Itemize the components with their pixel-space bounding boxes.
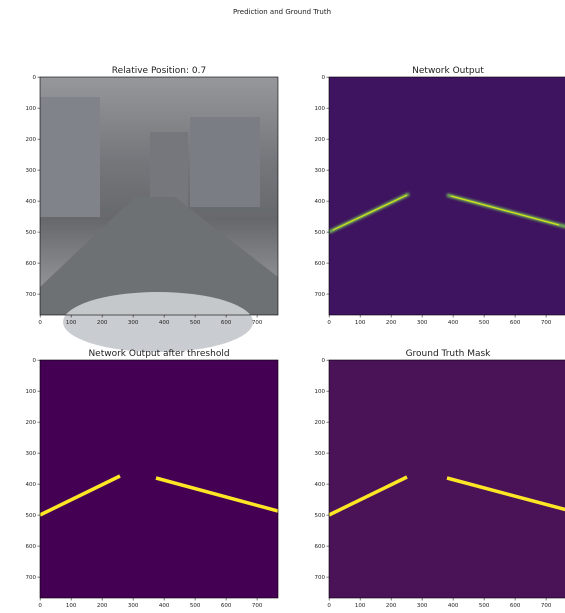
- y-tick-label: 600: [315, 544, 326, 550]
- y-tick-label: 200: [26, 420, 37, 426]
- y-tick-label: 100: [315, 106, 326, 112]
- y-tick-label: 300: [315, 168, 326, 174]
- x-tick-label: 500: [479, 320, 490, 326]
- x-tick-label: 700: [252, 320, 263, 326]
- x-tick-label: 400: [159, 320, 170, 326]
- x-tick-label: 600: [510, 603, 521, 609]
- panel: Network Output 0 100 200 300 400 500 600 700 0 100…: [315, 66, 565, 326]
- x-tick-label: 400: [448, 603, 459, 609]
- y-tick-label: 600: [26, 261, 37, 267]
- x-tick-label: 300: [128, 320, 139, 326]
- panel-title: Network Output: [412, 66, 484, 76]
- panel: Ground Truth Mask 0 100 200 300 400 500 600 700 0…: [315, 349, 565, 609]
- x-tick-label: 600: [221, 320, 232, 326]
- y-tick-label: 0: [33, 358, 37, 364]
- y-tick-label: 500: [315, 513, 326, 519]
- y-tick-label: 300: [315, 451, 326, 457]
- x-tick-label: 0: [38, 603, 42, 609]
- x-tick-label: 0: [38, 320, 42, 326]
- y-tick-label: 0: [322, 75, 326, 81]
- panel-title: Network Output after threshold: [88, 349, 229, 359]
- x-tick-label: 500: [190, 603, 201, 609]
- x-tick-label: 700: [541, 603, 552, 609]
- x-tick-label: 100: [355, 320, 366, 326]
- x-tick-label: 200: [97, 320, 108, 326]
- x-tick-label: 300: [417, 320, 428, 326]
- y-tick-label: 200: [315, 137, 326, 143]
- panel-title: Ground Truth Mask: [406, 349, 492, 359]
- y-tick-label: 200: [26, 137, 37, 143]
- x-tick-label: 700: [541, 320, 552, 326]
- x-tick-label: 100: [66, 603, 77, 609]
- y-tick-label: 700: [315, 575, 326, 581]
- y-tick-label: 500: [26, 513, 37, 519]
- x-tick-label: 500: [190, 320, 201, 326]
- y-tick-label: 200: [315, 420, 326, 426]
- y-tick-label: 0: [322, 358, 326, 364]
- x-tick-label: 400: [448, 320, 459, 326]
- x-tick-label: 600: [510, 320, 521, 326]
- figure: Prediction and Ground Truth Relative Pos…: [0, 0, 565, 613]
- x-tick-label: 300: [417, 603, 428, 609]
- y-tick-label: 600: [315, 261, 326, 267]
- x-tick-label: 200: [386, 603, 397, 609]
- y-tick-label: 600: [26, 544, 37, 550]
- y-tick-label: 500: [26, 230, 37, 236]
- y-tick-label: 400: [26, 482, 37, 488]
- x-tick-label: 0: [327, 320, 331, 326]
- y-tick-label: 100: [315, 389, 326, 395]
- x-tick-label: 700: [252, 603, 263, 609]
- y-tick-label: 700: [26, 575, 37, 581]
- y-tick-label: 700: [315, 292, 326, 298]
- y-tick-label: 100: [26, 389, 37, 395]
- y-tick-label: 300: [26, 168, 37, 174]
- panel: Network Output after threshold 0 100 200 300…: [26, 349, 279, 609]
- x-tick-label: 0: [327, 603, 331, 609]
- x-tick-label: 100: [66, 320, 77, 326]
- fog: [40, 77, 278, 315]
- figure-title: Prediction and Ground Truth: [233, 8, 331, 16]
- x-tick-label: 100: [355, 603, 366, 609]
- x-tick-label: 200: [386, 320, 397, 326]
- x-tick-label: 500: [479, 603, 490, 609]
- panel-title: Relative Position: 0.7: [112, 66, 206, 76]
- y-tick-label: 400: [315, 482, 326, 488]
- x-tick-label: 600: [221, 603, 232, 609]
- y-tick-label: 400: [26, 199, 37, 205]
- panel: Relative Position: 0.7 0 100 200 300 400 500 60…: [26, 66, 279, 352]
- y-tick-label: 700: [26, 292, 37, 298]
- y-tick-label: 400: [315, 199, 326, 205]
- y-tick-label: 100: [26, 106, 37, 112]
- y-tick-label: 300: [26, 451, 37, 457]
- y-tick-label: 0: [33, 75, 37, 81]
- x-tick-label: 400: [159, 603, 170, 609]
- x-tick-label: 200: [97, 603, 108, 609]
- x-tick-label: 300: [128, 603, 139, 609]
- y-tick-label: 500: [315, 230, 326, 236]
